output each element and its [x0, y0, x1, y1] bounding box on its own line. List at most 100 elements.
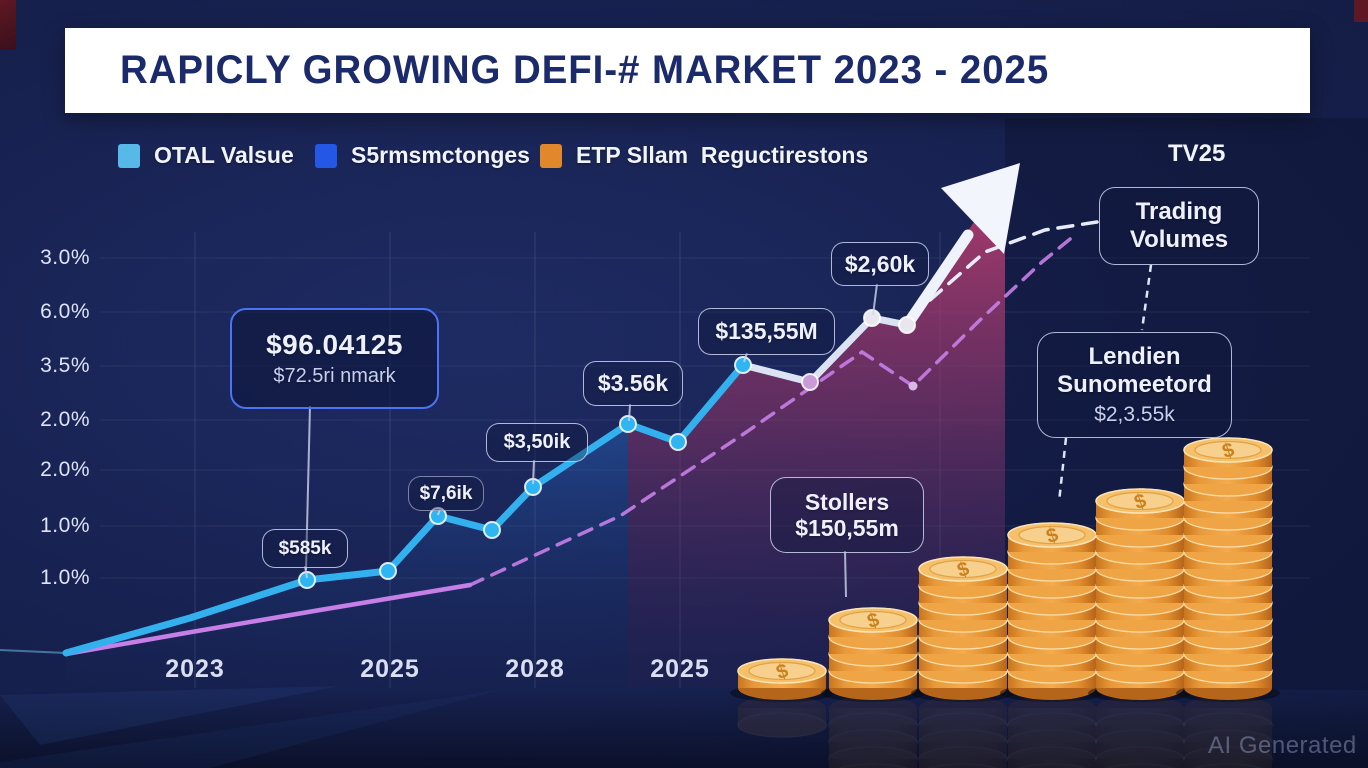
y-tick: 2.0%: [40, 408, 90, 431]
trading-line2: Volumes: [1129, 226, 1229, 253]
callout-260k-value: $2,60k: [844, 250, 916, 277]
callout-connector: [844, 550, 847, 598]
legend-label: ETP Sllam Reguctirestons: [576, 142, 869, 168]
coin-glyph: $: [1220, 439, 1237, 463]
stollers-title: Stollers: [804, 488, 890, 515]
coin-glyph: $: [1044, 524, 1061, 548]
legend-swatch-orange: [540, 143, 562, 168]
tv25-label: TV25: [1168, 140, 1226, 167]
data-point-marker: [898, 316, 916, 334]
data-point-marker: [863, 309, 881, 327]
pink-growth-area: [628, 178, 1005, 688]
callout-main-value: $96.04125 $72.5ri nmark: [230, 308, 439, 409]
coin-glyph: $: [955, 558, 972, 582]
coin-reflection: [737, 696, 827, 738]
legend-label: OTAL Valsue: [154, 142, 294, 168]
legend-item-series3: ETP Sllam Reguctirestons: [540, 142, 868, 169]
legend: OTAL Valsue S5rmsmctonges ETP Sllam Regu…: [0, 142, 1368, 172]
y-tick: 3.0%: [40, 246, 90, 269]
callout-350ik-value: $3,50ik: [503, 431, 571, 453]
callout-connector: [628, 403, 631, 422]
main-value: $96.04125: [266, 328, 403, 360]
coin-stack: $: [1183, 437, 1273, 700]
callout-trading-volumes: Trading Volumes: [1099, 187, 1259, 265]
callout-356k: $3.56k: [583, 361, 683, 406]
callout-260k: $2,60k: [831, 242, 929, 286]
coin-shadow: [1088, 684, 1192, 702]
corner-accent-top-left: [0, 0, 16, 50]
stollers-value: $150,55m: [795, 515, 899, 541]
callout-76ik: $7,6ik: [408, 476, 484, 511]
coin-glyph: $: [865, 609, 882, 633]
data-point-marker: [524, 478, 542, 496]
y-tick: 3.5%: [40, 354, 90, 377]
y-tick: 1.0%: [40, 566, 90, 589]
coin-reflection: [918, 696, 1008, 768]
x-tick: 2023: [165, 655, 225, 683]
x-tick: 2025: [650, 655, 710, 683]
data-point-marker: [379, 562, 397, 580]
y-tick: 2.0%: [40, 458, 90, 481]
coin-stack: $: [828, 607, 918, 700]
box-connector-dashed: [1057, 437, 1068, 503]
legend-swatch-blue: [315, 143, 337, 168]
box-connector-dashed: [1140, 264, 1153, 331]
data-point-marker: [734, 356, 752, 374]
coin-glyph: $: [1132, 490, 1149, 514]
coin-stack: $: [737, 658, 827, 700]
lendien-line1: Lendien: [1088, 343, 1181, 371]
coin-reflection: [1095, 696, 1185, 768]
title-banner: RAPICLY GROWING DEFI-# MARKET 2023 - 202…: [65, 28, 1310, 113]
y-tick: 1.0%: [40, 514, 90, 537]
violet-line-solid: [63, 582, 473, 657]
coin-reflection: [1007, 696, 1097, 768]
coin-shadow: [730, 684, 834, 702]
data-point-marker: [801, 373, 819, 391]
trading-line1: Trading: [1135, 198, 1223, 226]
legend-item-series2: S5rmsmctonges: [315, 142, 530, 169]
white-dashed-projection: [928, 220, 1099, 302]
coin-shadow: [911, 684, 1015, 702]
callout-350ik: $3,50ik: [486, 423, 588, 462]
x-tick: 2028: [505, 655, 565, 683]
chart-grid: [100, 232, 1310, 688]
callout-stollers: Stollers $150,55m: [770, 477, 924, 553]
data-point-marker: [669, 433, 687, 451]
coin-reflection: [828, 696, 918, 768]
growth-arrow-head: [941, 163, 1020, 254]
coin-shadow: [821, 684, 925, 702]
legend-label: S5rmsmctonges: [351, 142, 530, 168]
ai-generated-watermark: AI Generated: [1208, 732, 1357, 759]
corner-accent-top-right: [1354, 0, 1368, 22]
floor-streak: [0, 690, 500, 768]
coin-glyph: $: [774, 660, 791, 684]
data-point-marker: [483, 521, 501, 539]
coin-stack: $: [1095, 488, 1185, 700]
callout-585k-value: $585k: [278, 537, 332, 559]
lendien-line2: Sunomeetord: [1057, 370, 1212, 398]
axis-tail: [0, 649, 67, 654]
callout-connector: [872, 283, 878, 316]
main-subvalue: $72.5ri nmark: [273, 365, 396, 388]
x-tick: 2025: [360, 655, 420, 683]
lendien-value: $2,3.55k: [1094, 402, 1175, 426]
floor-shade: [0, 690, 1368, 768]
coin-stack: $: [918, 556, 1008, 700]
callout-connector: [532, 459, 535, 485]
callout-356k-value: $3.56k: [597, 370, 669, 397]
coin-stack: $: [1007, 522, 1097, 700]
coin-shadow: [1000, 684, 1104, 702]
page-title: RAPICLY GROWING DEFI-# MARKET 2023 - 202…: [120, 48, 1050, 92]
legend-item-total-value: OTAL Valsue: [118, 142, 294, 169]
callout-lendien: Lendien Sunomeetord $2,3.55k: [1037, 332, 1232, 438]
data-point-marker: [298, 571, 316, 589]
legend-swatch-lightblue: [118, 143, 140, 168]
callout-13555m: $135,55M: [698, 308, 835, 355]
coin-shadow: [1176, 684, 1280, 702]
callout-585k: $585k: [262, 529, 348, 568]
callout-13555m-value: $135,55M: [715, 318, 818, 345]
data-point-marker: [619, 415, 637, 433]
callout-76ik-value: $7,6ik: [419, 482, 473, 504]
violet-dash-node: [908, 381, 918, 391]
